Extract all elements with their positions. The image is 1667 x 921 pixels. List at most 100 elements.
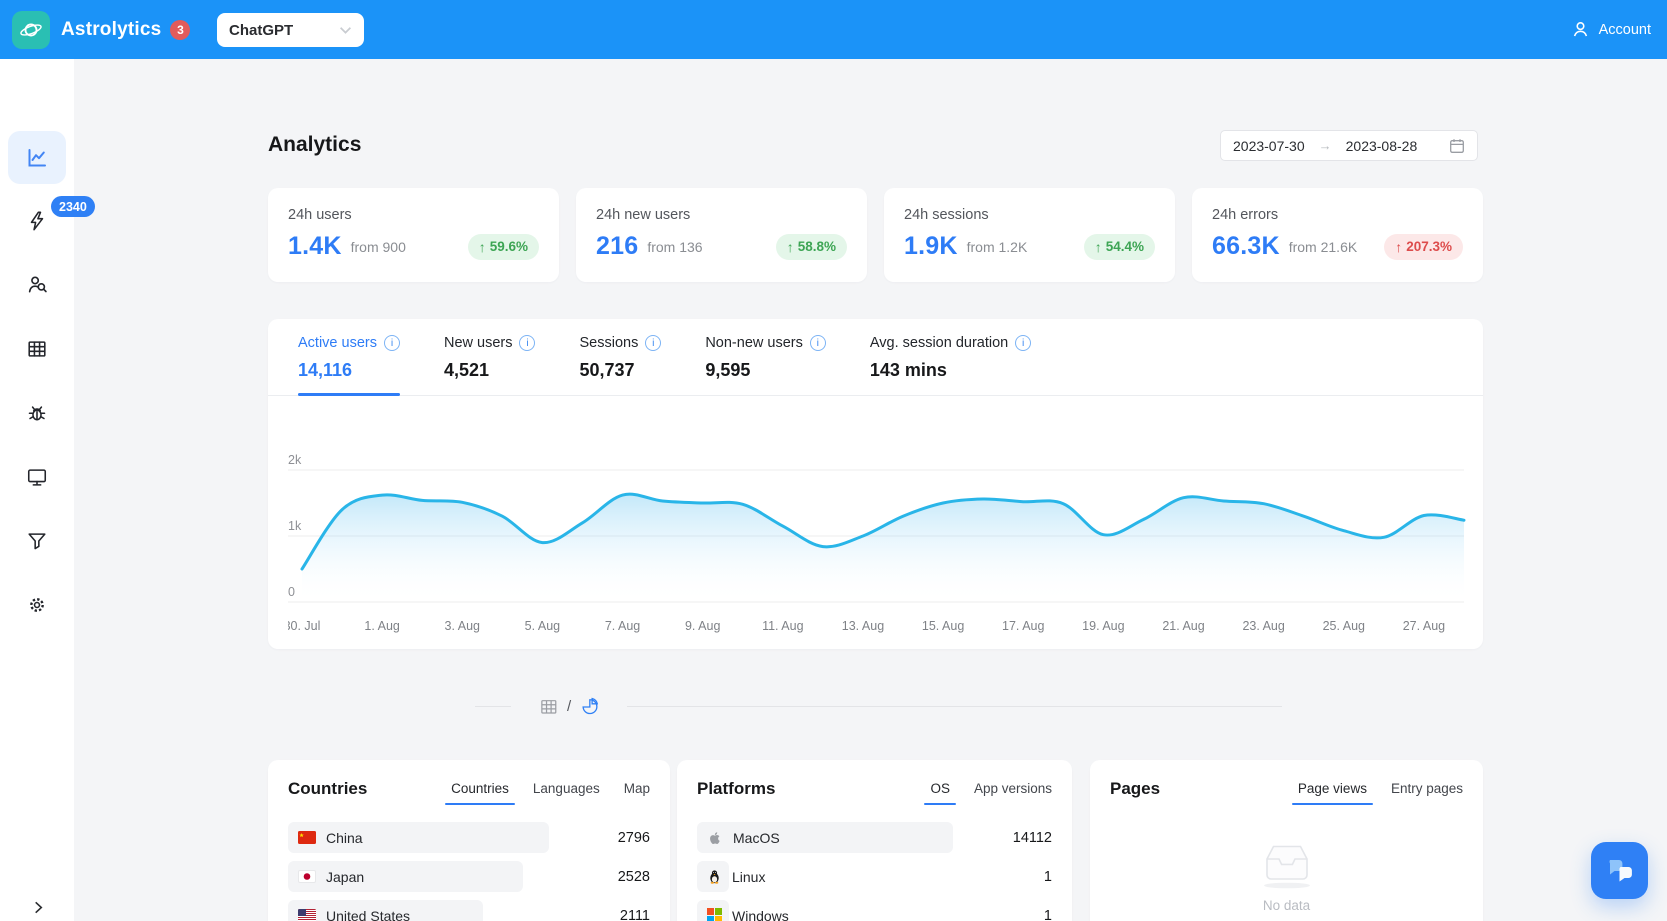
value-bar: [697, 822, 953, 853]
events-count-badge: 2340: [51, 196, 95, 217]
stat-delta-badge: ↑ 59.6%: [467, 233, 539, 260]
flag-japan-icon: [298, 870, 316, 883]
date-range-picker[interactable]: 2023-07-30 → 2023-08-28: [1220, 130, 1478, 161]
row-value: 2528: [617, 868, 650, 885]
platforms-list: MacOS 14112 Linux 1 Windows 1: [697, 822, 1052, 921]
windows-logo-icon: [707, 908, 722, 921]
notification-count-badge[interactable]: 3: [170, 19, 191, 40]
sidebar-item-events[interactable]: 2340: [8, 194, 95, 247]
stat-card: 24h errors 66.3K from 21.6K ↑ 207.3%: [1192, 188, 1483, 282]
view-toggle: /: [475, 696, 1283, 716]
chevron-down-icon: [339, 26, 352, 35]
date-end-value[interactable]: 2023-08-28: [1345, 137, 1418, 154]
metric-tab-value: 14,116: [298, 360, 353, 380]
x-axis-label: 3. Aug: [445, 619, 480, 633]
chat-widget-button[interactable]: [1591, 842, 1648, 899]
sidebar-item-settings[interactable]: [8, 578, 66, 631]
bug-icon: [26, 402, 48, 424]
account-menu[interactable]: Account: [1571, 0, 1651, 59]
row-label: China: [326, 829, 363, 846]
stat-card-label: 24h errors: [1212, 207, 1279, 223]
metric-tab[interactable]: Avg. session duration i 143 mins: [869, 335, 1032, 395]
stat-card: 24h sessions 1.9K from 1.2K ↑ 54.4%: [884, 188, 1175, 282]
calendar-icon[interactable]: [1449, 138, 1465, 154]
x-axis-label: 19. Aug: [1082, 619, 1124, 633]
sidebar-item-analytics[interactable]: [8, 131, 66, 184]
panel-tab-app-versions[interactable]: App versions: [973, 781, 1052, 796]
list-item[interactable]: Japan 2528: [288, 861, 650, 892]
breakdown-panels-row: Countries Countries Languages Map China …: [268, 760, 1483, 921]
stat-delta-badge: ↑ 207.3%: [1384, 233, 1463, 260]
user-icon: [1573, 22, 1587, 37]
sidebar-item-devices[interactable]: [8, 450, 66, 503]
x-axis-label: 23. Aug: [1242, 619, 1284, 633]
sidebar-item-funnels[interactable]: [8, 514, 66, 567]
row-value: 1: [1043, 868, 1052, 885]
panel-title: Countries: [288, 779, 368, 798]
y-axis-label: 0: [288, 585, 295, 599]
sidebar-item-users[interactable]: [8, 258, 66, 311]
panel-tab-map[interactable]: Map: [623, 781, 650, 796]
x-axis-label: 21. Aug: [1162, 619, 1204, 633]
panel-tab-countries[interactable]: Countries: [445, 781, 515, 805]
list-item[interactable]: Windows 1: [697, 900, 1052, 921]
metric-tab-label: Sessions: [579, 335, 639, 351]
metric-tab[interactable]: New users i 4,521: [444, 335, 536, 395]
metric-tab[interactable]: Sessions i 50,737: [579, 335, 662, 395]
row-value: 14112: [1012, 829, 1052, 846]
settings-gear-icon: [26, 594, 48, 616]
x-axis-label: 5. Aug: [525, 619, 560, 633]
info-icon[interactable]: i: [383, 335, 400, 351]
info-icon[interactable]: i: [809, 335, 826, 351]
panel-tab-languages[interactable]: Languages: [532, 781, 600, 796]
panel-tab-os[interactable]: OS: [924, 781, 956, 805]
list-item[interactable]: MacOS 14112: [697, 822, 1052, 853]
pie-view-icon[interactable]: [581, 697, 599, 715]
list-item[interactable]: Linux 1: [697, 861, 1052, 892]
info-icon[interactable]: i: [1015, 335, 1032, 351]
countries-panel: Countries Countries Languages Map China …: [268, 760, 670, 921]
metric-tab[interactable]: Active users i 14,116: [298, 335, 400, 396]
value-bar: [288, 861, 524, 892]
sidebar-item-errors[interactable]: [8, 386, 66, 439]
table-view-icon[interactable]: [539, 697, 557, 715]
app-logo[interactable]: [12, 10, 50, 49]
stat-card: 24h users 1.4K from 900 ↑ 59.6%: [268, 188, 559, 282]
stat-card-value: 1.9K: [904, 232, 958, 260]
sidebar-expand-button[interactable]: [24, 893, 52, 921]
chat-bubbles-icon: [1609, 859, 1632, 881]
lightning-icon: [26, 210, 48, 232]
arrow-up-icon: ↑: [478, 238, 486, 255]
top-bar: Astrolytics 3 ChatGPT Account: [0, 0, 1667, 59]
x-axis-label: 15. Aug: [922, 619, 964, 633]
flag-china-icon: [298, 831, 316, 844]
metric-tab-label: Avg. session duration: [869, 335, 1009, 351]
flag-us-icon: [298, 909, 316, 921]
info-icon[interactable]: i: [645, 335, 662, 351]
list-item[interactable]: United States 2111: [288, 900, 650, 921]
row-value: 2796: [617, 829, 650, 846]
metric-tab-value: 4,521: [443, 360, 490, 380]
toggle-separator: /: [567, 697, 572, 715]
metric-tab-value: 143 mins: [869, 360, 947, 380]
panel-tab-page-views[interactable]: Page views: [1291, 781, 1374, 805]
stat-card-baseline: from 900: [350, 238, 406, 255]
project-selector-value: ChatGPT: [229, 21, 294, 39]
range-arrow-icon: →: [1318, 138, 1332, 153]
value-bar: [288, 900, 484, 921]
stat-card: 24h new users 216 from 136 ↑ 58.8%: [576, 188, 867, 282]
list-item[interactable]: China 2796: [288, 822, 650, 853]
arrow-up-icon: ↑: [1395, 238, 1403, 255]
panel-tab-entry-pages[interactable]: Entry pages: [1390, 781, 1463, 796]
sidebar: 2340: [0, 59, 95, 921]
stat-card-value: 1.4K: [288, 232, 342, 260]
stat-delta-value: 59.6%: [489, 239, 528, 254]
metric-tab[interactable]: Non-new users i 9,595: [705, 335, 826, 395]
stat-delta-value: 207.3%: [1406, 239, 1452, 254]
info-icon[interactable]: i: [519, 335, 536, 351]
project-selector-dropdown[interactable]: ChatGPT: [217, 13, 364, 47]
analytics-chart-card: Active users i 14,116 New users i 4,521 …: [268, 319, 1483, 649]
sidebar-item-data[interactable]: [8, 322, 66, 375]
x-axis-label: 11. Aug: [762, 619, 804, 633]
date-start-value[interactable]: 2023-07-30: [1233, 137, 1305, 154]
